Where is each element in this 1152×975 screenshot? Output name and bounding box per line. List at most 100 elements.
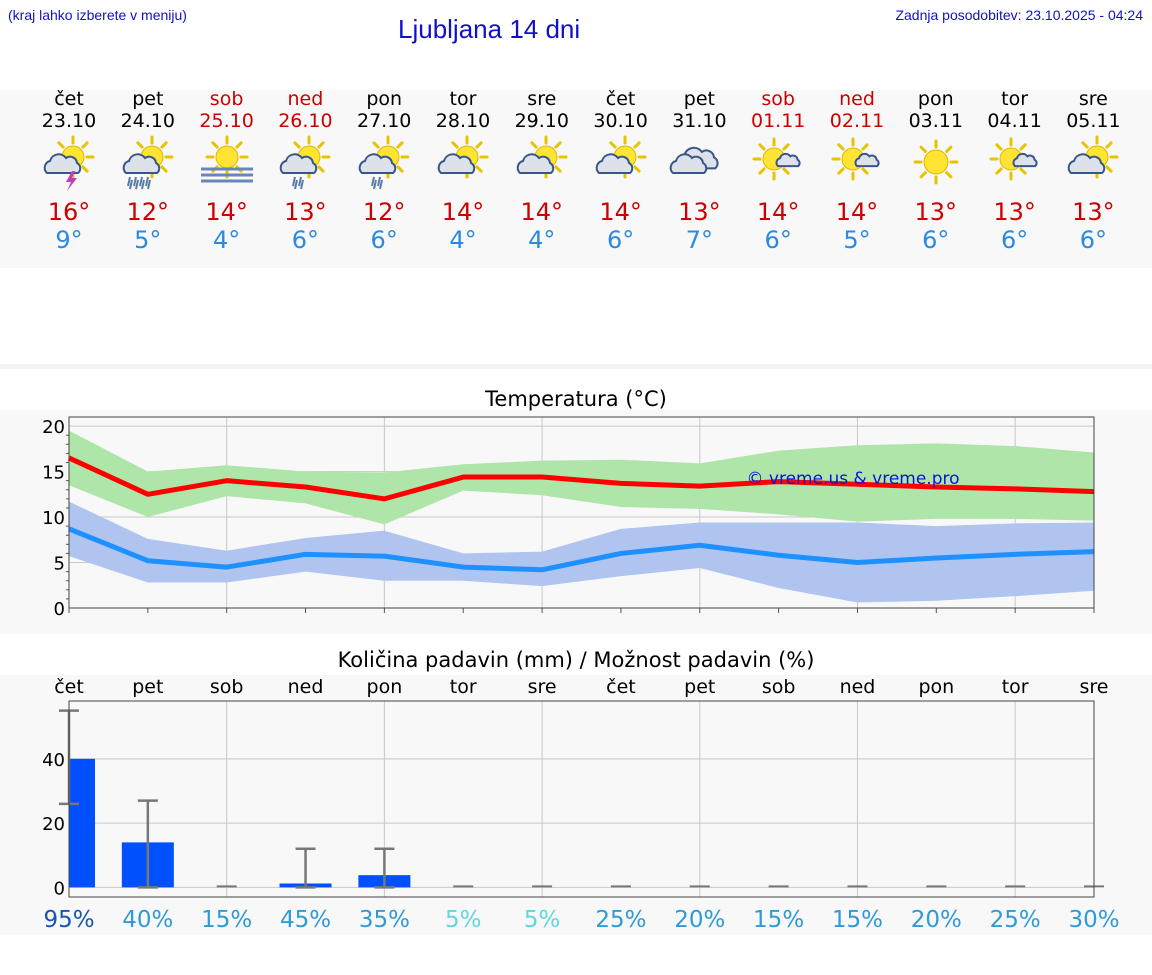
precip-bar: [69, 758, 95, 888]
day-name: ned: [287, 88, 324, 110]
temp-max: 14°: [520, 198, 564, 226]
day-name: tor: [449, 88, 477, 110]
error-bar: [374, 847, 395, 889]
precip-probability: 20%: [674, 907, 725, 933]
x-tick-label: sob: [762, 676, 796, 698]
day-name: pet: [683, 88, 715, 110]
day-column: tor 28.10 14° 4°: [424, 88, 502, 254]
temp-min: 7°: [685, 226, 714, 254]
temp-max: 13°: [914, 198, 958, 226]
sun-cloud-icon: [516, 135, 568, 179]
day-name: tor: [1001, 88, 1029, 110]
precip-probability: 15%: [201, 907, 252, 933]
day-column: čet 23.10 16° 9°: [30, 88, 108, 254]
day-date: 24.10: [120, 110, 175, 132]
temp-min: 5°: [134, 226, 162, 254]
divider: [0, 364, 1152, 369]
x-tick-label: tor: [450, 676, 477, 698]
x-tick-label: sob: [210, 676, 244, 698]
temp-max: 14°: [441, 198, 485, 226]
temp-max: 13°: [1072, 198, 1115, 226]
temperature-chart-title: Temperatura (°C): [485, 387, 667, 411]
day-column: pon 27.10 12° 6°: [345, 88, 423, 254]
x-tick-label: pet: [132, 676, 163, 698]
day-column: tor 04.11 13° 6°: [976, 88, 1054, 254]
x-tick-label: čet: [606, 676, 636, 698]
temp-max: 14°: [756, 198, 800, 226]
last-update: Zadnja posodobitev: 23.10.2025 - 04:24: [895, 7, 1143, 23]
day-date: 25.10: [199, 110, 254, 132]
day-name: ned: [839, 88, 875, 110]
temp-min: 4°: [212, 226, 241, 254]
x-tick-label: pon: [918, 676, 954, 698]
day-column: čet 30.10 14° 6°: [582, 88, 660, 254]
temp-max: 12°: [362, 198, 406, 226]
plot-area: [69, 701, 1094, 897]
temp-max: 14°: [599, 198, 642, 226]
day-name: čet: [54, 88, 84, 110]
max-temp-line: [67, 455, 1095, 502]
precipitation-chart: 0 20 40 čet pet sob ned pon tor sre čet pet sob ned po…: [42, 676, 1119, 933]
day-date: 03.11: [908, 110, 963, 132]
temp-min: 6°: [922, 226, 950, 254]
y-tick-label: 20: [42, 814, 65, 835]
day-date: 27.10: [356, 110, 412, 132]
plot-frame: [68, 700, 1095, 898]
sun-cloud-icon: [1068, 135, 1119, 179]
precip-probability: 5%: [524, 907, 561, 933]
x-tick-label: sre: [1080, 676, 1109, 698]
temp-max: 12°: [126, 198, 170, 226]
temp-max: 14°: [835, 198, 879, 226]
temp-min: 6°: [370, 226, 398, 254]
temperature-chart: 0 5 10 15 20 © vreme.us & vreme.pro: [42, 416, 1095, 620]
day-name: sre: [527, 88, 557, 110]
day-column: sre 05.11 13° 6°: [1054, 88, 1132, 254]
max-range-band: [69, 430, 1094, 525]
x-tick-label: ned: [840, 676, 876, 698]
temp-min: 4°: [528, 226, 556, 254]
day-date: 05.11: [1066, 110, 1121, 132]
y-tick-label: 40: [42, 750, 65, 771]
day-name: čet: [605, 88, 636, 110]
precip-probability: 40%: [122, 907, 173, 933]
day-date: 26.10: [278, 110, 333, 132]
day-name: pet: [132, 88, 164, 110]
y-tick-label: 10: [42, 508, 65, 529]
precip-probability: 25%: [595, 907, 646, 933]
y-tick-label: 0: [54, 599, 65, 620]
day-column: pet 31.10 13° 7°: [660, 88, 738, 254]
temp-max: 13°: [678, 198, 721, 226]
error-bar: [137, 799, 158, 889]
forecast-band: [0, 90, 1152, 268]
temp-max: 14°: [205, 198, 248, 226]
sun-cloud-heavy-rain-icon: [122, 135, 174, 190]
temp-min: 6°: [606, 226, 635, 254]
precipitation-chart-title: Količina padavin (mm) / Možnost padavin …: [337, 648, 815, 672]
temp-min: 6°: [1000, 226, 1029, 254]
sun-cloud-rain-icon: [280, 135, 331, 190]
temp-min: 6°: [291, 226, 320, 254]
sun-small-cloud-icon: [752, 137, 801, 181]
x-tick-label: pon: [367, 676, 403, 698]
x-tick-label: tor: [1002, 676, 1029, 698]
sun-cloud-rain-icon: [358, 135, 410, 190]
day-column: sre 29.10 14° 4°: [503, 88, 581, 254]
precip-probability: 20%: [911, 907, 962, 933]
x-tick-label: čet: [54, 676, 84, 698]
x-tick-label: pet: [684, 676, 715, 698]
temp-min: 9°: [55, 226, 83, 254]
y-tick-label: 5: [54, 554, 65, 575]
precip-probability: 35%: [359, 907, 410, 933]
sun-cloud-icon: [595, 135, 647, 179]
sun-small-cloud-icon: [989, 137, 1038, 181]
precip-probability: 25%: [990, 907, 1041, 933]
precip-probability: 15%: [753, 907, 804, 933]
x-tick-label: ned: [288, 676, 324, 698]
location-hint: (kraj lahko izberete v meniju): [8, 7, 187, 23]
sun-small-cloud-icon: [831, 137, 880, 181]
day-column: ned 02.11 14° 5°: [818, 88, 896, 254]
day-column: ned 26.10 13° 6°: [266, 88, 344, 254]
sun-cloud-icon: [437, 135, 489, 179]
day-date: 23.10: [41, 110, 97, 132]
day-column: sob 25.10 14° 4°: [188, 88, 266, 254]
